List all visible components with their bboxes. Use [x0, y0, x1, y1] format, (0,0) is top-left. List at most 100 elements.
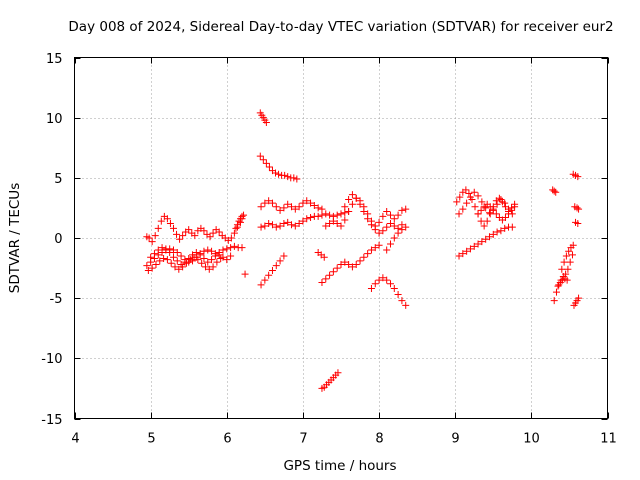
data-point [550, 297, 558, 305]
data-point [201, 263, 209, 271]
grid [74, 57, 608, 419]
data-point [181, 258, 189, 266]
data-point [471, 203, 479, 211]
y-tick-label: -5 [50, 292, 63, 307]
data-point [295, 203, 303, 211]
data-point [192, 248, 200, 256]
data-point [151, 232, 159, 240]
data-point [508, 223, 516, 231]
data-point [465, 189, 473, 197]
data-point [318, 279, 326, 287]
data-point [200, 247, 208, 255]
data-point [227, 244, 235, 252]
data-point [459, 205, 467, 213]
x-tick-label: 9 [451, 432, 459, 447]
data-point [474, 210, 482, 218]
data-point [219, 246, 227, 254]
data-point [367, 221, 375, 229]
data-point [462, 186, 470, 194]
data-point [470, 188, 478, 196]
data-point [492, 210, 500, 218]
data-point [233, 221, 241, 229]
data-point [147, 253, 155, 261]
data-point [497, 195, 505, 203]
data-point [320, 253, 328, 261]
data-point [348, 200, 356, 208]
data-point [482, 235, 490, 243]
data-point [163, 256, 171, 264]
data-point [334, 369, 342, 377]
data-point [383, 223, 391, 231]
data-point [265, 271, 273, 279]
data-point [208, 247, 216, 255]
y-tick-label: -10 [41, 352, 62, 367]
data-point [574, 220, 582, 228]
data-point [154, 224, 162, 232]
data-point [341, 209, 349, 217]
data-point [290, 174, 298, 182]
chart-title: Day 008 of 2024, Sidereal Day-to-day VTE… [68, 19, 613, 35]
data-point [256, 152, 264, 160]
data-point [371, 280, 379, 288]
data-point [341, 203, 349, 211]
data-point [232, 224, 240, 232]
data-point [230, 242, 238, 250]
data-point [394, 211, 402, 219]
data-point [466, 193, 474, 201]
data-series [571, 203, 583, 213]
data-series [257, 252, 288, 289]
data-point [360, 208, 368, 216]
data-series [474, 200, 519, 224]
x-tick-label: 11 [600, 432, 617, 447]
y-tick-label: 0 [54, 232, 62, 247]
data-point [478, 198, 486, 206]
data-point [176, 235, 184, 243]
data-point [511, 203, 519, 211]
data-point [150, 250, 158, 258]
data-point [364, 250, 372, 258]
data-point [241, 270, 249, 278]
data-point [322, 275, 330, 283]
data-point [173, 230, 181, 238]
data-point [379, 274, 387, 282]
data-point [375, 229, 383, 237]
data-point [189, 251, 197, 259]
data-point [230, 229, 238, 237]
data-point [209, 229, 217, 237]
data-point [227, 234, 235, 242]
data-point [390, 234, 398, 242]
data-point [456, 193, 464, 201]
data-point [272, 169, 280, 177]
data-point [326, 271, 334, 279]
data-point [314, 212, 322, 220]
data-point [455, 210, 463, 218]
data-point [186, 256, 194, 264]
data-point [280, 252, 288, 260]
data-point [402, 205, 410, 213]
data-point [143, 262, 151, 270]
data-series [314, 248, 328, 261]
data-point [284, 200, 292, 208]
data-point [367, 246, 375, 254]
data-point [390, 285, 398, 293]
data-point [318, 211, 326, 219]
data-point [398, 206, 406, 214]
data-series [256, 109, 270, 126]
data-point [333, 211, 341, 219]
data-point [483, 217, 491, 225]
data-point [480, 222, 488, 230]
data-point [352, 260, 360, 268]
data-point [272, 262, 280, 270]
data-point [360, 253, 368, 261]
data-point [284, 173, 292, 181]
data-point [375, 241, 383, 249]
data-point [486, 203, 494, 211]
data-point [307, 214, 315, 222]
data-point [261, 222, 269, 230]
data-point [276, 206, 284, 214]
data-point [375, 218, 383, 226]
data-point [379, 227, 387, 235]
data-point [379, 212, 387, 220]
x-axis-label: GPS time / hours [283, 458, 396, 474]
